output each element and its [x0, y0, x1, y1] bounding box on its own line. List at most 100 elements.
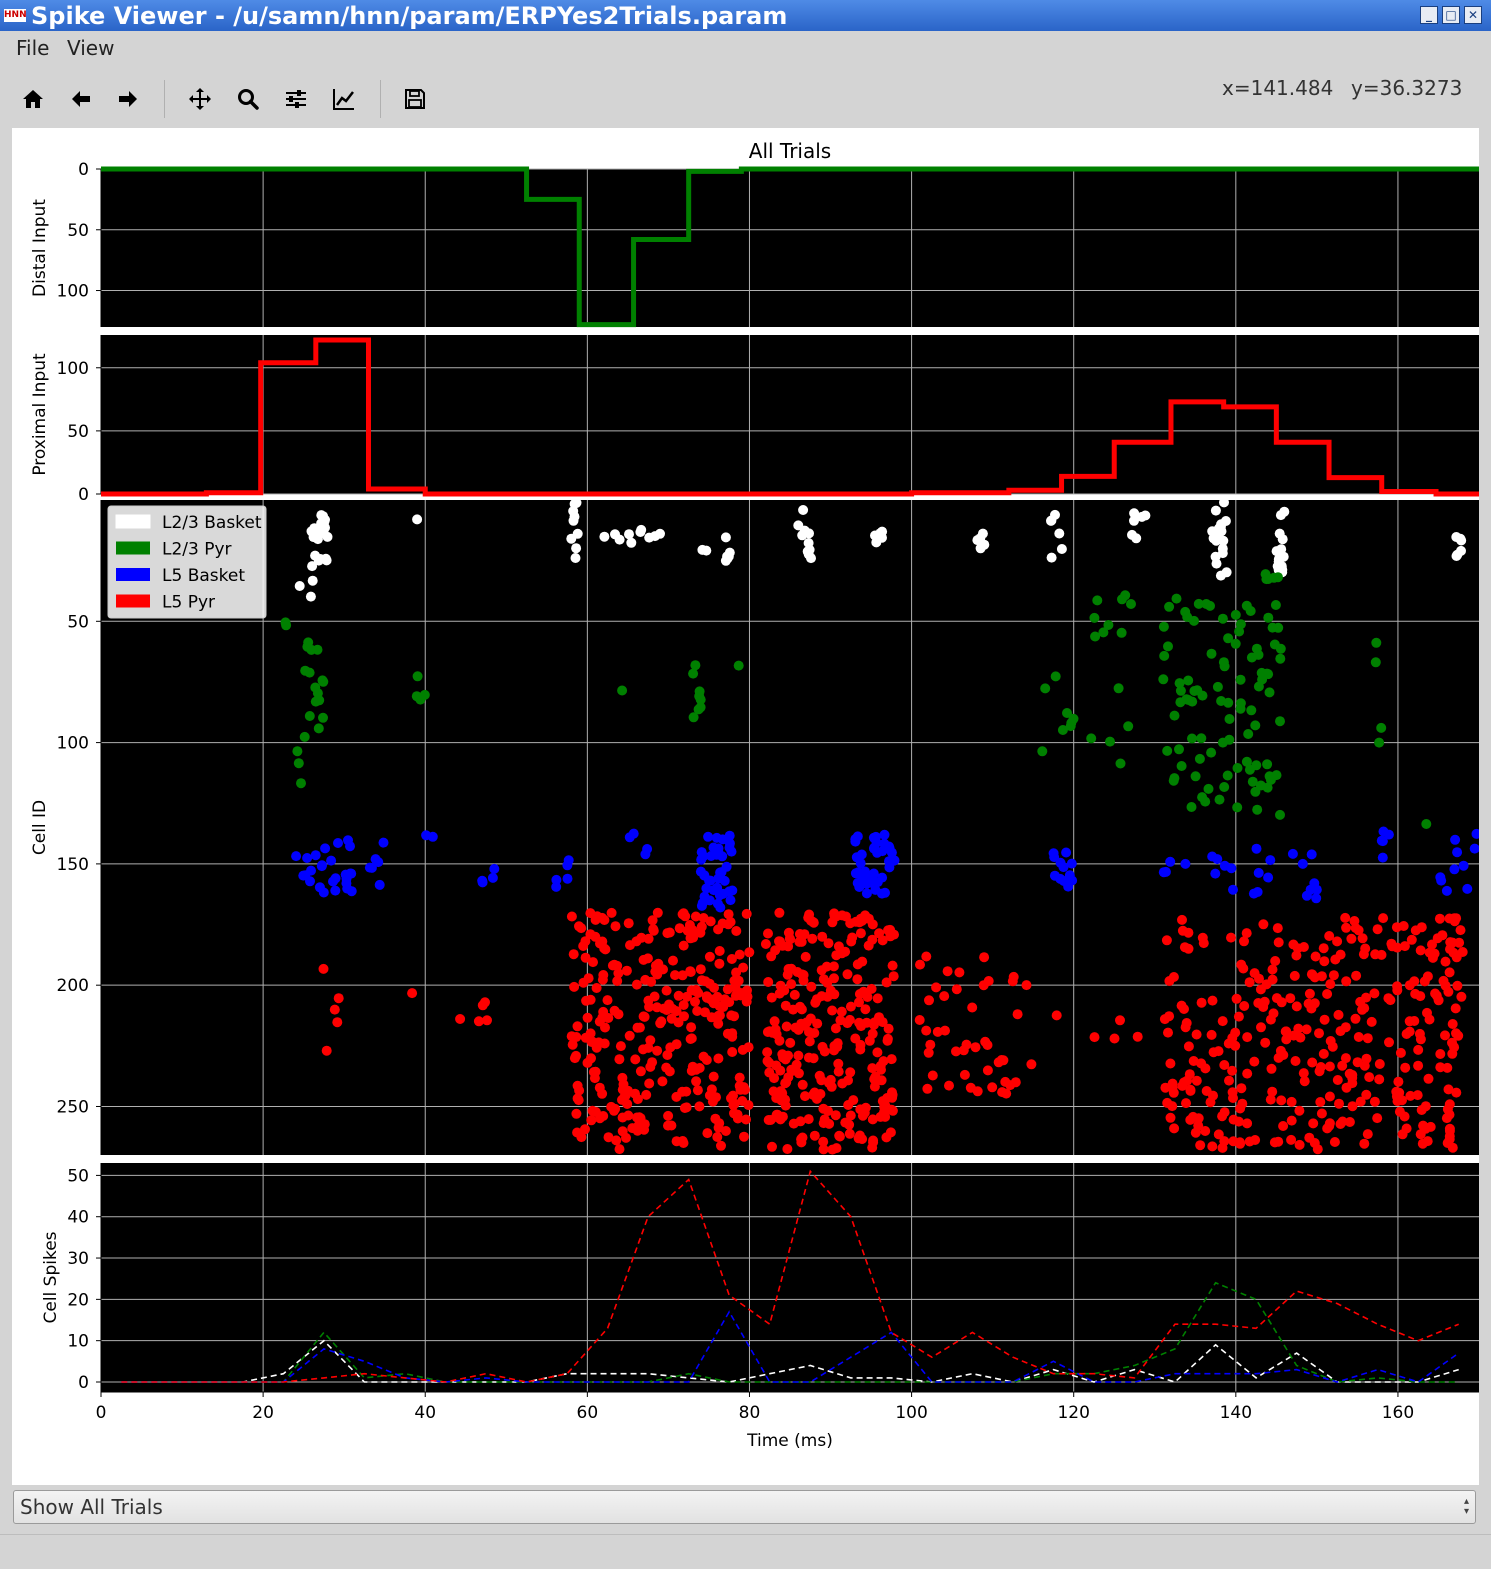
- spike-point: [872, 847, 883, 858]
- close-button[interactable]: ✕: [1464, 6, 1482, 24]
- minimize-button[interactable]: _: [1420, 6, 1438, 24]
- spike-point: [321, 1045, 332, 1056]
- spike-point: [1262, 759, 1273, 770]
- spike-point: [1086, 733, 1097, 744]
- spike-point: [686, 1022, 697, 1033]
- subplots-button[interactable]: [278, 82, 314, 116]
- spike-point: [1163, 641, 1173, 652]
- figure-canvas[interactable]: All Trials 0 50 100 Distal Input 0 50 100 Proxim…: [12, 128, 1479, 1485]
- spike-point: [965, 1082, 976, 1093]
- spike-point: [959, 1069, 970, 1080]
- spike-point: [482, 1015, 492, 1026]
- pan-button[interactable]: [182, 82, 218, 116]
- spike-point: [1353, 1032, 1364, 1042]
- spike-point: [1267, 974, 1278, 985]
- spike-point: [1374, 1059, 1385, 1069]
- toolbar-separator: [380, 80, 381, 118]
- spike-point: [305, 591, 316, 602]
- spike-point: [734, 1072, 745, 1083]
- spike-point: [795, 1001, 805, 1012]
- spike-point: [1169, 773, 1180, 784]
- spike-point: [1233, 1116, 1244, 1127]
- spikes-ytick-label: 50: [67, 1166, 89, 1186]
- spike-point: [886, 1054, 897, 1065]
- spike-point: [852, 974, 863, 985]
- spike-point: [635, 1113, 646, 1124]
- spike-point: [1341, 976, 1352, 987]
- home-button[interactable]: [15, 82, 51, 116]
- spike-point: [766, 992, 777, 1003]
- edit-axes-button[interactable]: [326, 82, 362, 116]
- menu-file[interactable]: File: [16, 36, 50, 60]
- spike-point: [599, 531, 610, 542]
- spike-point: [733, 660, 744, 671]
- spike-point: [1190, 1127, 1201, 1138]
- spike-point: [829, 910, 840, 921]
- spike-point: [617, 685, 628, 696]
- spike-point: [1234, 1137, 1245, 1148]
- spike-point: [788, 1118, 799, 1129]
- trial-selector[interactable]: Show All Trials ▴ ▾: [13, 1490, 1476, 1524]
- raster-ytick-label: 100: [57, 734, 89, 754]
- spike-point: [581, 995, 592, 1006]
- spike-point: [1219, 860, 1230, 871]
- spike-point: [713, 873, 724, 884]
- spike-point: [1165, 1112, 1176, 1123]
- proximal-input-histogram: [101, 337, 1479, 497]
- spike-point: [374, 879, 385, 890]
- forward-button[interactable]: [110, 82, 146, 116]
- spike-point: [677, 1136, 688, 1146]
- spike-point: [1176, 761, 1187, 771]
- maximize-button[interactable]: □: [1442, 6, 1460, 24]
- spike-point: [1377, 852, 1388, 863]
- toolbar-separator: [164, 80, 165, 118]
- spike-point: [1362, 1033, 1373, 1044]
- spike-point: [606, 1101, 617, 1112]
- zoom-button[interactable]: [230, 82, 266, 116]
- spike-point: [1333, 1009, 1344, 1020]
- spike-point: [1105, 736, 1115, 747]
- raster-ytick-label: 250: [57, 1097, 89, 1117]
- spike-point: [1392, 985, 1403, 996]
- back-button[interactable]: [63, 82, 99, 116]
- spike-point: [1254, 973, 1264, 984]
- spike-point: [876, 1064, 886, 1075]
- save-button[interactable]: [397, 82, 433, 116]
- spike-point: [731, 926, 742, 936]
- spike-point: [743, 1042, 754, 1053]
- spike-point: [1376, 722, 1387, 733]
- spike-point: [1291, 950, 1302, 961]
- spike-point: [585, 1028, 596, 1039]
- menu-view[interactable]: View: [67, 36, 115, 60]
- spike-point: [1383, 829, 1394, 840]
- spike-point: [1220, 516, 1231, 526]
- spike-point: [704, 978, 715, 989]
- spike-point: [830, 1110, 841, 1121]
- spike-point: [1200, 796, 1211, 807]
- raster-ytick-label: 150: [57, 855, 89, 875]
- spike-point: [1058, 876, 1069, 886]
- spike-point: [1244, 1136, 1255, 1147]
- spike-point: [1037, 746, 1048, 757]
- spike-point: [407, 988, 418, 999]
- spike-point: [1285, 993, 1296, 1004]
- spike-point: [738, 962, 749, 973]
- spike-point: [645, 1061, 656, 1072]
- spike-point: [1196, 1058, 1207, 1069]
- spike-point: [1369, 988, 1380, 999]
- raster-ylabel: Cell ID: [30, 800, 50, 855]
- spike-point: [1115, 1015, 1125, 1026]
- spike-point: [716, 1140, 726, 1151]
- spike-point: [580, 952, 591, 963]
- spike-point: [1089, 1032, 1100, 1043]
- spike-point: [1427, 952, 1438, 963]
- spike-point: [982, 1065, 993, 1076]
- spike-point: [1265, 855, 1276, 866]
- spike-point: [1410, 925, 1421, 936]
- spike-point: [1161, 935, 1172, 946]
- spike-point: [314, 882, 325, 893]
- spike-point: [1455, 925, 1466, 936]
- spike-point: [678, 940, 689, 951]
- spike-point: [763, 928, 773, 939]
